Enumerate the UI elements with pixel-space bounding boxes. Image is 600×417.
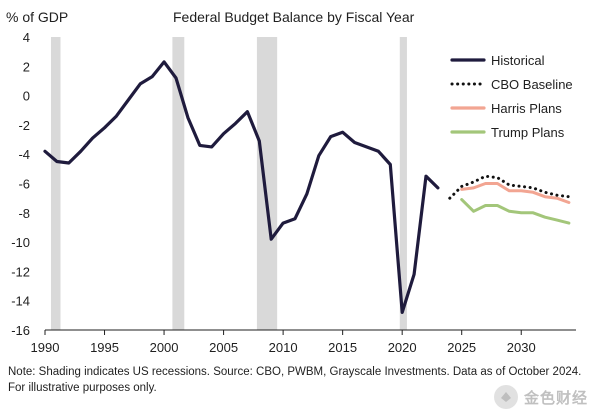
y-tick-label: 2: [23, 59, 30, 74]
y-tick-label: -2: [18, 118, 30, 133]
series-cbo-baseline: [448, 174, 571, 200]
x-tick-label: 2005: [209, 340, 238, 355]
budget-balance-chart: 4 2 0 -2 -4 -6 -8 -10 -12 -14 -16 1990 1995 2000 2005…: [6, 9, 576, 355]
x-tick-label: 1990: [31, 340, 60, 355]
series-historical: [43, 60, 440, 314]
recession-band-4: [399, 37, 407, 330]
y-tick-label: 4: [23, 30, 30, 45]
legend: Historical CBO Baseline Harris Plans Trump …: [450, 53, 573, 140]
x-tick-label: 2020: [388, 340, 417, 355]
series-lines: [43, 60, 571, 314]
chart-title: Federal Budget Balance by Fiscal Year: [173, 9, 415, 25]
watermark-text: 金色财经: [523, 389, 588, 407]
series-trump-plans: [460, 198, 571, 225]
legend-label: Harris Plans: [491, 101, 562, 116]
x-tick-label: 2015: [328, 340, 357, 355]
y-tick-label: -8: [18, 206, 30, 221]
y-tick-label: -10: [11, 235, 30, 250]
gold-coin-icon: [493, 385, 518, 409]
y-tick-label: -14: [11, 294, 30, 309]
y-axis: 4 2 0 -2 -4 -6 -8 -10 -12 -14 -16: [11, 30, 30, 338]
x-tick-label: 2010: [269, 340, 298, 355]
footnote: Note: Shading indicates US recessions. S…: [8, 366, 582, 394]
legend-label: CBO Baseline: [491, 77, 573, 92]
series-harris-plans: [460, 182, 571, 204]
x-tick-label: 2025: [447, 340, 476, 355]
y-tick-label: -12: [11, 264, 30, 279]
y-axis-label: % of GDP: [6, 9, 68, 25]
x-tick-label: 2030: [507, 340, 536, 355]
y-tick-label: -6: [18, 177, 30, 192]
legend-label: Trump Plans: [491, 125, 565, 140]
recession-shading: [50, 37, 407, 330]
x-tick-label: 2000: [150, 340, 179, 355]
recession-band-2: [172, 37, 185, 330]
legend-label: Historical: [491, 53, 545, 68]
watermark: 金色财经: [493, 385, 588, 409]
x-tick-label: 1995: [90, 340, 119, 355]
y-tick-label: -16: [11, 323, 30, 338]
y-tick-label: 0: [23, 89, 30, 104]
x-axis: 1990 1995 2000 2005 2010 2015 2020 2025 2030: [31, 329, 576, 355]
recession-band-1: [50, 37, 61, 330]
recession-band-3: [256, 37, 278, 330]
y-tick-label: -4: [18, 147, 30, 162]
